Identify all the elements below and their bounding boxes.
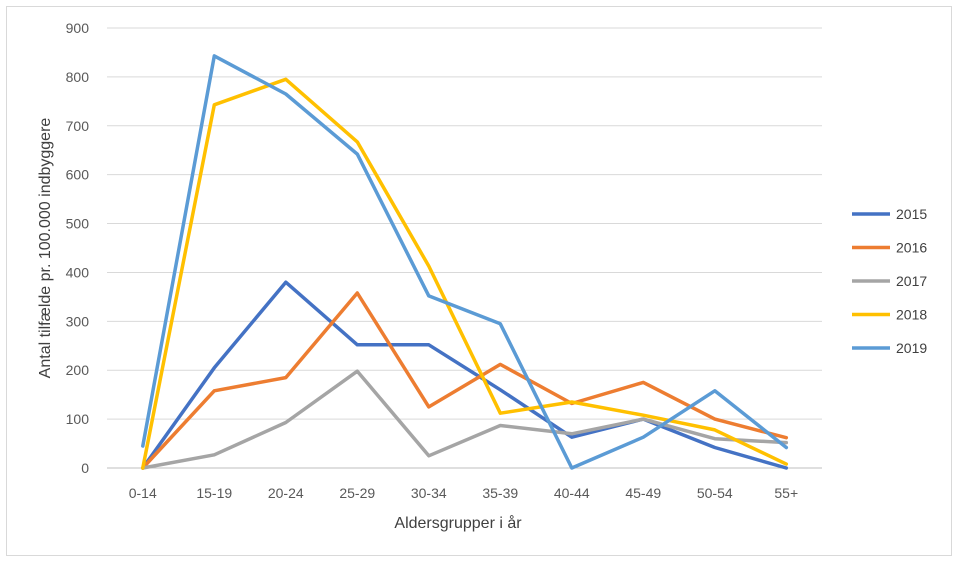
y-axis-title: Antal tilfælde pr. 100.000 indbyggere (37, 118, 54, 379)
y-tick-label: 300 (66, 313, 90, 329)
x-tick-labels: 0-14 15-19 20-24 25-29 30-34 35-39 40-44 45-49 5… (129, 485, 798, 501)
y-tick-label: 100 (66, 411, 90, 427)
x-tick-label: 15-19 (196, 485, 232, 501)
series-line-2015 (141, 280, 789, 470)
legend-label-2015: 2015 (896, 206, 927, 222)
gridlines (107, 27, 822, 469)
y-tick-label: 500 (66, 216, 90, 232)
x-tick-label: 55+ (774, 485, 798, 501)
x-tick-label: 30-34 (411, 485, 447, 501)
y-tick-label: 800 (66, 69, 90, 85)
y-tick-label: 600 (66, 167, 90, 183)
series-line-2017 (141, 369, 789, 470)
x-tick-label: 50-54 (697, 485, 733, 501)
y-tick-label: 200 (66, 362, 90, 378)
x-tick-label: 45-49 (625, 485, 661, 501)
legend: 2015 2016 2017 2018 2019 (852, 206, 927, 356)
y-tick-label: 0 (81, 460, 89, 476)
y-tick-label: 400 (66, 264, 90, 280)
series-line-2018 (141, 77, 789, 470)
x-tick-label: 20-24 (268, 485, 304, 501)
legend-label-2019: 2019 (896, 340, 927, 356)
x-tick-label: 40-44 (554, 485, 590, 501)
x-axis-title: Aldersgrupper i år (394, 514, 522, 532)
x-tick-label: 35-39 (482, 485, 518, 501)
y-tick-label: 900 (66, 20, 90, 36)
y-tick-labels: 0 100 200 300 400 500 600 700 800 900 (66, 20, 90, 476)
series-lines (141, 54, 789, 470)
series-line-2016 (141, 291, 789, 470)
x-tick-label: 25-29 (339, 485, 375, 501)
x-tick-label: 0-14 (129, 485, 157, 501)
legend-label-2017: 2017 (896, 273, 927, 289)
legend-label-2018: 2018 (896, 307, 927, 323)
series-line-2019 (141, 54, 789, 470)
y-tick-label: 700 (66, 118, 90, 134)
legend-label-2016: 2016 (896, 240, 927, 256)
